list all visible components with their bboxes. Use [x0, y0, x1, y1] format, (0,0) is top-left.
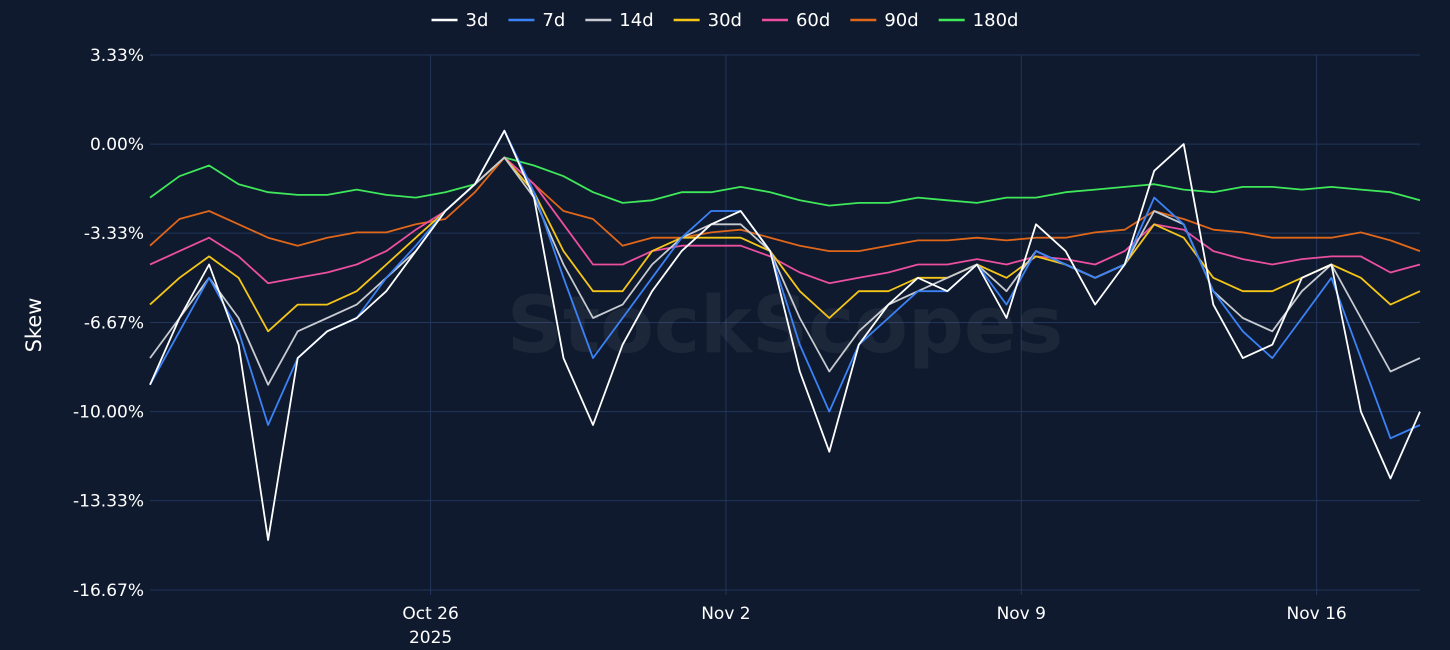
series-line-90d: [149, 156, 1421, 252]
y-axis-label: Skew: [22, 298, 46, 353]
legend-label-14d: 14d: [619, 10, 653, 31]
watermark: StockScopes: [507, 281, 1063, 371]
series-line-30d: [149, 156, 1421, 333]
legend-item-60d[interactable]: 60d: [761, 10, 830, 31]
legend-label-90d: 90d: [884, 10, 918, 31]
x-year-label: 2025: [409, 628, 452, 648]
y-tick-label: -6.67%: [84, 314, 144, 334]
x-tick-label: Nov 16: [1287, 604, 1347, 624]
legend-item-90d[interactable]: 90d: [850, 10, 919, 31]
legend-item-14d[interactable]: 14d: [585, 10, 654, 31]
x-axis-ticks: Oct 26 Nov 2 Nov 9 Nov 16 2025: [402, 590, 1347, 648]
y-tick-label: 0.00%: [90, 135, 144, 155]
series-lines: [149, 129, 1421, 541]
legend-item-3d[interactable]: 3d: [431, 10, 489, 31]
legend-item-7d[interactable]: 7d: [508, 10, 565, 31]
y-tick-label: -10.00%: [73, 403, 144, 423]
series-line-60d: [149, 156, 1421, 285]
legend-item-30d[interactable]: 30d: [673, 10, 742, 31]
x-tick-label: Nov 9: [997, 604, 1046, 624]
legend-label-3d: 3d: [466, 10, 489, 31]
y-tick-label: -13.33%: [73, 492, 144, 512]
y-tick-label: -16.67%: [73, 581, 144, 601]
legend-label-7d: 7d: [542, 10, 565, 31]
legend[interactable]: 3d 7d 14d 30d 60d 90d 180d: [431, 10, 1019, 31]
legend-label-30d: 30d: [708, 10, 742, 31]
legend-label-60d: 60d: [796, 10, 830, 31]
y-axis-ticks: 3.33% 0.00% -3.33% -6.67% -10.00% -13.33% -16.…: [73, 46, 144, 601]
series-line-3d: [149, 129, 1421, 541]
y-tick-label: 3.33%: [90, 46, 144, 66]
x-tick-label: Nov 2: [701, 604, 750, 624]
x-tick-label: Oct 26: [402, 604, 458, 624]
y-tick-label: -3.33%: [84, 224, 144, 244]
legend-item-180d[interactable]: 180d: [938, 10, 1019, 31]
series-line-180d: [149, 156, 1421, 207]
legend-label-180d: 180d: [973, 10, 1019, 31]
